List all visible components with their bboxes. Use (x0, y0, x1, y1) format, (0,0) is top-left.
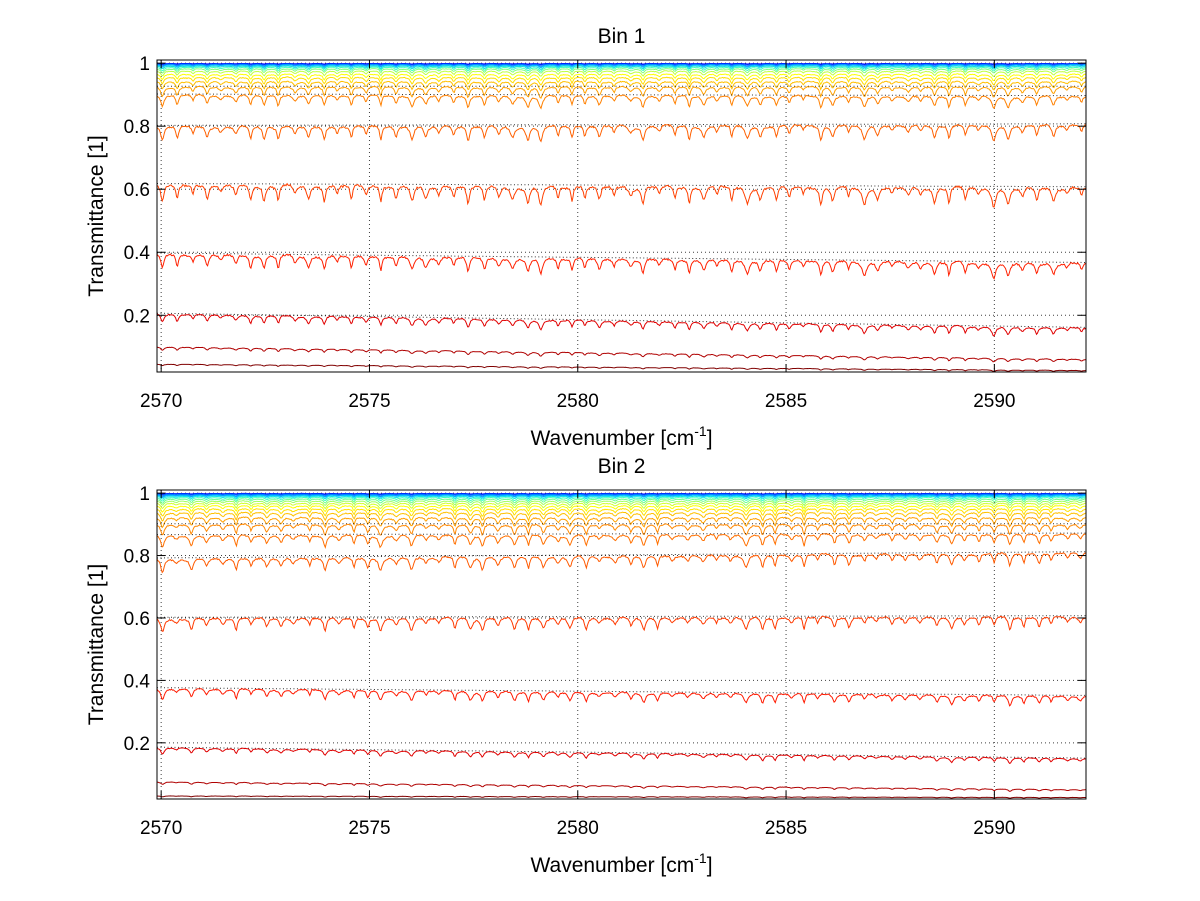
series-line (157, 63, 1086, 66)
series-line (157, 68, 1086, 74)
reference-line (157, 532, 1086, 536)
series-line (157, 496, 1086, 502)
reference-line (157, 615, 1086, 618)
series-line (157, 795, 1086, 799)
y-axis-label: Transmittance [1] (85, 135, 108, 296)
x-tick-label: 2590 (973, 818, 1015, 839)
plot-area (157, 492, 1086, 799)
y-tick-label: 1 (139, 484, 150, 505)
series-line (157, 73, 1086, 82)
series-line (157, 85, 1086, 99)
reference-line (157, 93, 1086, 97)
reference-line (157, 123, 1086, 126)
series-line (157, 65, 1086, 71)
series-line (157, 552, 1086, 574)
series-line (157, 493, 1086, 496)
x-tick-label: 2585 (765, 818, 807, 839)
series-line (157, 688, 1086, 707)
y-axis-label: Transmittance [1] (85, 564, 108, 725)
series-line (157, 66, 1086, 72)
series-line (157, 494, 1086, 499)
x-axis-label: Wavenumber [cm-1] (530, 423, 712, 450)
x-tick-label: 2575 (348, 818, 390, 839)
reference-line (157, 746, 1086, 759)
series-line (157, 747, 1086, 765)
x-tick-label: 2590 (973, 391, 1015, 412)
series-line (157, 313, 1086, 337)
series-line (157, 516, 1086, 529)
x-tick-label: 2570 (140, 391, 182, 412)
series-line (157, 64, 1086, 69)
y-tick-label: 0.2 (124, 734, 150, 755)
chart-title: Bin 1 (598, 25, 646, 48)
y-tick-label: 0.2 (124, 306, 150, 327)
y-tick-label: 1 (139, 54, 150, 75)
series-line (157, 346, 1086, 363)
series-line (157, 511, 1086, 523)
series-line (157, 507, 1086, 517)
series-line (157, 781, 1086, 792)
series-line (157, 363, 1086, 372)
axes-frame (156, 489, 1087, 800)
series-line (157, 498, 1086, 504)
reference-line (157, 252, 1086, 263)
series-line (157, 76, 1086, 86)
series-line (157, 502, 1086, 510)
x-tick-label: 2570 (140, 818, 182, 839)
y-tick-label: 0.6 (124, 609, 150, 630)
reference-line (157, 551, 1086, 559)
axes-1: Bin 1 2570 2575 2580 2585 2590 0.2 0.4 0.6 0.8 1 Wa… (85, 25, 1087, 450)
series-line (157, 532, 1086, 550)
y-tick-label: 0.8 (124, 547, 150, 568)
reference-line (157, 687, 1086, 696)
x-tick-label: 2580 (557, 818, 599, 839)
y-tick-label: 0.4 (124, 671, 151, 692)
series-line (157, 93, 1086, 110)
reference-line (157, 312, 1086, 328)
x-tick-label: 2575 (348, 391, 390, 412)
chart-title: Bin 2 (598, 455, 646, 478)
y-tick-label: 0.6 (124, 180, 150, 201)
axes-frame (156, 59, 1087, 373)
x-axis-label: Wavenumber [cm-1] (530, 850, 712, 877)
axes-2: Bin 2 2570 2575 2580 2585 2590 0.2 0.4 0.6 0.8 1 Wa… (85, 455, 1087, 877)
series-line (157, 70, 1086, 78)
series-line (157, 495, 1086, 500)
series-line (157, 615, 1086, 633)
x-tick-label: 2580 (557, 391, 599, 412)
series-line (157, 523, 1086, 537)
y-tick-label: 0.8 (124, 117, 150, 138)
series-line (157, 253, 1086, 280)
series-line (157, 80, 1086, 92)
y-tick-label: 0.4 (124, 243, 151, 264)
x-tick-label: 2585 (765, 391, 807, 412)
series-line (157, 504, 1086, 513)
plot-area (157, 62, 1086, 372)
series-line (157, 123, 1086, 143)
reference-line (157, 183, 1086, 188)
series-line (157, 182, 1086, 208)
series-line (157, 500, 1086, 507)
